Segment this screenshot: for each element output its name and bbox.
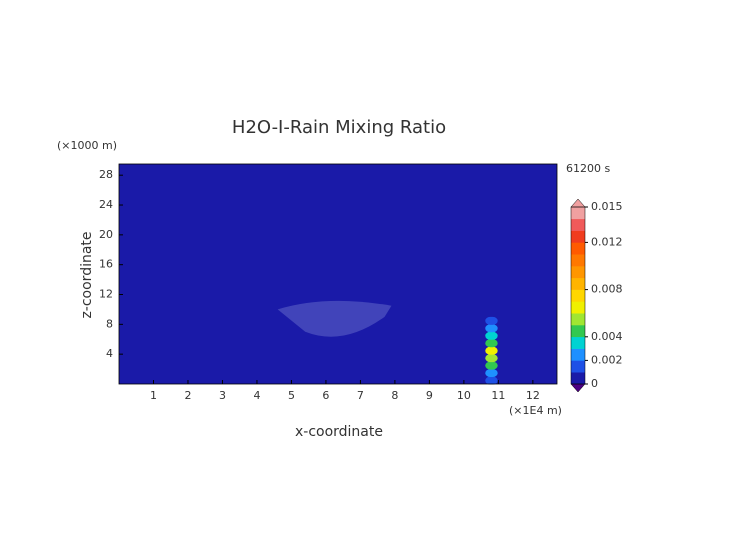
y-tick-label: 4 (106, 347, 113, 360)
x-tick-label: 3 (219, 389, 226, 402)
plot-frame (118, 163, 558, 385)
colorbar-band (571, 325, 585, 338)
heat-cell (485, 316, 498, 325)
plot-background (119, 164, 557, 384)
x-tick-label: 6 (322, 389, 329, 402)
colorbar-tick-label: 0 (591, 377, 598, 390)
colorbar-tick-label: 0.015 (591, 200, 623, 213)
y-tick-label: 16 (99, 258, 113, 271)
x-tick-label: 1 (150, 389, 157, 402)
heat-cell (485, 354, 498, 363)
x-label: x-coordinate (295, 424, 383, 440)
y-unit: (×1000 m) (57, 139, 117, 152)
y-label: z-coordinate (79, 231, 95, 318)
heat-cell (485, 346, 498, 355)
heat-cell (485, 361, 498, 370)
y-tick-label: 28 (99, 168, 113, 181)
colorbar-band (571, 277, 585, 290)
x-unit: (×1E4 m) (509, 404, 562, 417)
x-tick-label: 7 (357, 389, 364, 402)
colorbar-band (571, 348, 585, 361)
colorbar-band (571, 313, 585, 326)
colorbar-high-arrow (570, 198, 586, 208)
y-tick-label: 20 (99, 228, 113, 241)
x-tick-label: 11 (491, 389, 505, 402)
colorbar-band (571, 336, 585, 349)
x-tick-label: 9 (426, 389, 433, 402)
colorbar-band (571, 207, 585, 220)
heat-cell (485, 369, 498, 378)
colorbar-band (571, 289, 585, 302)
y-tick-label: 12 (99, 288, 113, 301)
x-tick-label: 2 (184, 389, 191, 402)
x-tick-label: 10 (457, 389, 471, 402)
heat-cell (485, 324, 498, 333)
colorbar-band (571, 242, 585, 255)
colorbar-tick-label: 0.008 (591, 283, 623, 296)
colorbar-tick-label: 0.012 (591, 235, 623, 248)
colorbar-band (571, 254, 585, 267)
x-tick-label: 12 (526, 389, 540, 402)
colorbar-band (571, 230, 585, 243)
y-tick-label: 24 (99, 198, 113, 211)
time-label: 61200 s (566, 162, 610, 175)
x-tick-label: 5 (288, 389, 295, 402)
colorbar-band (571, 218, 585, 231)
colorbar-band (571, 372, 585, 385)
colorbar-tick-label: 0.002 (591, 353, 623, 366)
heat-cell (485, 339, 498, 348)
colorbar-tick-label: 0.004 (591, 330, 623, 343)
heat-cell (485, 376, 498, 385)
heat-cell (485, 331, 498, 340)
colorbar-band (571, 301, 585, 314)
x-tick-label: 8 (391, 389, 398, 402)
cloud-hatch (277, 300, 392, 337)
colorbar-band (571, 360, 585, 373)
x-tick-label: 4 (253, 389, 260, 402)
colorbar-low-arrow (570, 383, 586, 393)
colorbar-frame (570, 206, 586, 385)
chart-title: H2O-I-Rain Mixing Ratio (232, 117, 446, 138)
y-tick-label: 8 (106, 317, 113, 330)
colorbar-band (571, 266, 585, 279)
